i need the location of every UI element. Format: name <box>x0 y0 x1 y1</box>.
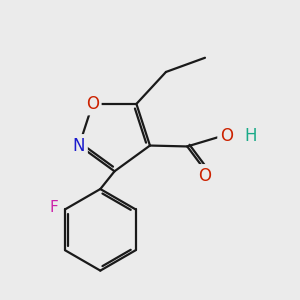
Text: F: F <box>50 200 58 215</box>
Text: O: O <box>86 95 99 113</box>
Text: H: H <box>244 127 256 145</box>
Text: N: N <box>73 136 85 154</box>
Text: O: O <box>199 167 212 184</box>
Text: O: O <box>220 127 233 145</box>
